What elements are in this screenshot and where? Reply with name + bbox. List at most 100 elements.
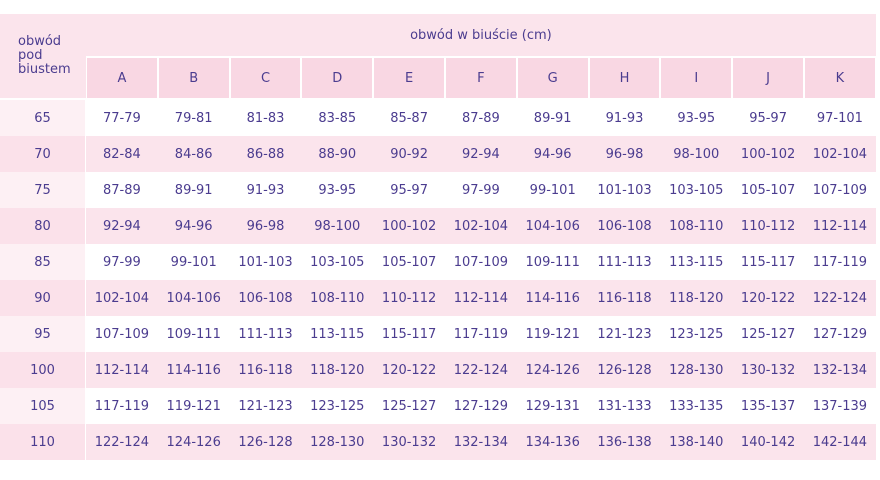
size-cell: 102-104 — [445, 208, 517, 244]
size-cell: 127-129 — [445, 388, 517, 424]
size-cell: 120-122 — [732, 280, 804, 316]
band-label: 95 — [0, 316, 85, 352]
size-cell: 90-92 — [373, 136, 445, 172]
size-cell: 125-127 — [732, 316, 804, 352]
size-cell: 95-97 — [373, 172, 445, 208]
size-cell: 129-131 — [516, 388, 589, 424]
band-label: 65 — [0, 100, 85, 136]
size-cell: 123-125 — [301, 388, 374, 424]
size-cell: 97-99 — [445, 172, 517, 208]
size-cell: 108-110 — [301, 280, 374, 316]
size-cell: 130-132 — [373, 424, 445, 460]
band-label: 110 — [0, 424, 85, 460]
size-cell: 109-111 — [157, 316, 230, 352]
size-cell: 118-120 — [660, 280, 733, 316]
corner-header: obwód pod biustem — [0, 14, 86, 98]
size-cell: 123-125 — [660, 316, 733, 352]
size-cell: 93-95 — [301, 172, 374, 208]
size-cell: 140-142 — [732, 424, 804, 460]
size-cell: 99-101 — [157, 244, 230, 280]
size-cell: 115-117 — [732, 244, 804, 280]
size-cell: 77-79 — [86, 100, 158, 136]
size-cell: 128-130 — [301, 424, 374, 460]
size-cell: 107-109 — [804, 172, 876, 208]
size-cell: 119-121 — [157, 388, 230, 424]
size-cell: 89-91 — [157, 172, 230, 208]
size-cell: 104-106 — [516, 208, 589, 244]
size-cell: 126-128 — [588, 352, 661, 388]
size-cell: 113-115 — [660, 244, 733, 280]
size-cell: 110-112 — [373, 280, 445, 316]
size-cell: 106-108 — [588, 208, 661, 244]
size-cell: 79-81 — [157, 100, 230, 136]
size-cell: 91-93 — [588, 100, 661, 136]
size-cell: 113-115 — [301, 316, 374, 352]
size-cell: 124-126 — [516, 352, 589, 388]
size-cell: 133-135 — [660, 388, 733, 424]
size-cell: 97-101 — [804, 100, 876, 136]
size-cell: 135-137 — [732, 388, 804, 424]
size-cell: 117-119 — [804, 244, 876, 280]
size-cell: 112-114 — [86, 352, 158, 388]
size-cell: 96-98 — [588, 136, 661, 172]
size-cell: 100-102 — [373, 208, 445, 244]
size-cell: 83-85 — [301, 100, 374, 136]
size-cell: 94-96 — [157, 208, 230, 244]
size-cell: 117-119 — [86, 388, 158, 424]
size-cell: 85-87 — [373, 100, 445, 136]
column-group-header: obwód w biuście (cm) — [86, 14, 876, 56]
size-cell: 101-103 — [229, 244, 302, 280]
size-cell: 95-97 — [732, 100, 804, 136]
size-cell: 105-107 — [373, 244, 445, 280]
size-cell: 116-118 — [229, 352, 302, 388]
size-cell: 87-89 — [445, 100, 517, 136]
size-cell: 107-109 — [445, 244, 517, 280]
size-cell: 89-91 — [516, 100, 589, 136]
size-cell: 114-116 — [157, 352, 230, 388]
band-label: 105 — [0, 388, 85, 424]
size-cell: 106-108 — [229, 280, 302, 316]
size-cell: 128-130 — [660, 352, 733, 388]
size-cell: 92-94 — [86, 208, 158, 244]
size-cell: 125-127 — [373, 388, 445, 424]
size-header: E — [374, 58, 444, 98]
size-cell: 132-134 — [445, 424, 517, 460]
size-cell: 93-95 — [660, 100, 733, 136]
band-label: 100 — [0, 352, 85, 388]
size-cell: 115-117 — [373, 316, 445, 352]
size-cell: 111-113 — [229, 316, 302, 352]
size-header: B — [158, 58, 229, 98]
size-header: I — [661, 58, 732, 98]
size-header: F — [446, 58, 516, 98]
size-cell: 121-123 — [588, 316, 661, 352]
size-cell: 112-114 — [445, 280, 517, 316]
size-cell: 91-93 — [229, 172, 302, 208]
size-cell: 100-102 — [732, 136, 804, 172]
size-cell: 109-111 — [516, 244, 589, 280]
size-cell: 86-88 — [229, 136, 302, 172]
size-cell: 96-98 — [229, 208, 302, 244]
size-cell: 131-133 — [588, 388, 661, 424]
size-header: G — [517, 58, 588, 98]
size-cell: 103-105 — [301, 244, 374, 280]
size-cell: 103-105 — [660, 172, 733, 208]
size-cell: 127-129 — [804, 316, 876, 352]
size-cell: 81-83 — [229, 100, 302, 136]
size-cell: 101-103 — [588, 172, 661, 208]
band-label: 70 — [0, 136, 85, 172]
size-cell: 98-100 — [301, 208, 374, 244]
size-header: D — [302, 58, 373, 98]
size-cell: 97-99 — [86, 244, 158, 280]
band-label: 75 — [0, 172, 85, 208]
size-header: A — [87, 58, 157, 98]
size-cell: 102-104 — [804, 136, 876, 172]
size-header: H — [589, 58, 660, 98]
size-cell: 134-136 — [516, 424, 589, 460]
size-cell: 111-113 — [588, 244, 661, 280]
size-cell: 112-114 — [804, 208, 876, 244]
size-cell: 126-128 — [229, 424, 302, 460]
band-label: 90 — [0, 280, 85, 316]
size-cell: 132-134 — [804, 352, 876, 388]
size-cell: 87-89 — [86, 172, 158, 208]
